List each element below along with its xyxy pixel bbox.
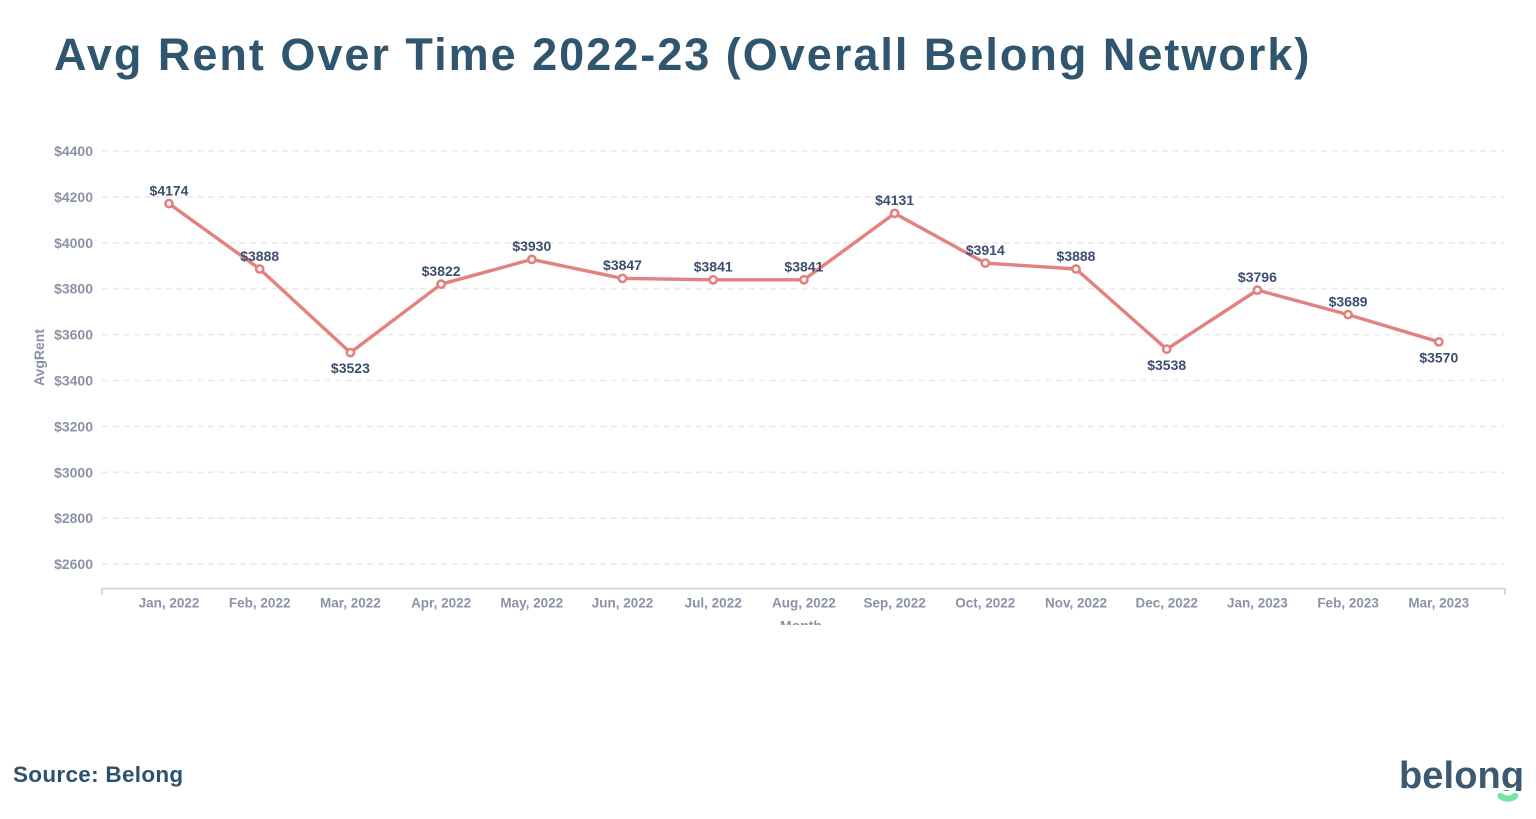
svg-text:Jun, 2022: Jun, 2022 [592, 596, 654, 611]
svg-text:$3888: $3888 [240, 248, 279, 264]
svg-text:Oct, 2022: Oct, 2022 [955, 596, 1015, 611]
svg-text:Jul, 2022: Jul, 2022 [685, 596, 742, 611]
svg-text:$4200: $4200 [54, 189, 93, 205]
svg-text:$4400: $4400 [54, 143, 93, 159]
svg-text:$3930: $3930 [512, 238, 551, 254]
svg-text:Dec, 2022: Dec, 2022 [1136, 596, 1198, 611]
svg-text:Feb, 2023: Feb, 2023 [1317, 596, 1379, 611]
svg-text:Month: Month [780, 618, 822, 634]
svg-text:$4174: $4174 [150, 182, 189, 198]
svg-text:$3000: $3000 [54, 464, 93, 480]
svg-text:$3796: $3796 [1238, 269, 1277, 285]
svg-text:$3689: $3689 [1329, 293, 1368, 309]
svg-text:$3400: $3400 [54, 373, 93, 389]
svg-text:Jan, 2023: Jan, 2023 [1227, 596, 1288, 611]
svg-text:$3600: $3600 [54, 327, 93, 343]
svg-text:$3822: $3822 [422, 263, 461, 279]
svg-text:$3841: $3841 [694, 259, 733, 275]
svg-text:Mar, 2023: Mar, 2023 [1408, 596, 1469, 611]
svg-text:$3538: $3538 [1147, 357, 1186, 373]
svg-text:$3914: $3914 [966, 242, 1005, 258]
svg-text:May, 2022: May, 2022 [500, 596, 563, 611]
svg-text:$3888: $3888 [1057, 248, 1096, 264]
svg-text:$2800: $2800 [54, 510, 93, 526]
svg-text:Jan, 2022: Jan, 2022 [139, 596, 200, 611]
svg-text:$3847: $3847 [603, 257, 642, 273]
svg-text:$4000: $4000 [54, 235, 93, 251]
svg-text:AvgRent: AvgRent [31, 329, 47, 386]
svg-text:Feb, 2022: Feb, 2022 [229, 596, 291, 611]
svg-text:Aug, 2022: Aug, 2022 [772, 596, 836, 611]
svg-text:$3841: $3841 [784, 259, 823, 275]
svg-text:$3570: $3570 [1419, 350, 1458, 366]
svg-text:$2600: $2600 [54, 556, 93, 572]
svg-text:$3800: $3800 [54, 281, 93, 297]
svg-text:$4131: $4131 [875, 192, 914, 208]
svg-text:Sep, 2022: Sep, 2022 [863, 596, 925, 611]
svg-text:Apr, 2022: Apr, 2022 [411, 596, 471, 611]
svg-text:Mar, 2022: Mar, 2022 [320, 596, 381, 611]
svg-text:$3200: $3200 [54, 418, 93, 434]
svg-text:$3523: $3523 [331, 360, 370, 376]
svg-text:Nov, 2022: Nov, 2022 [1045, 596, 1107, 611]
